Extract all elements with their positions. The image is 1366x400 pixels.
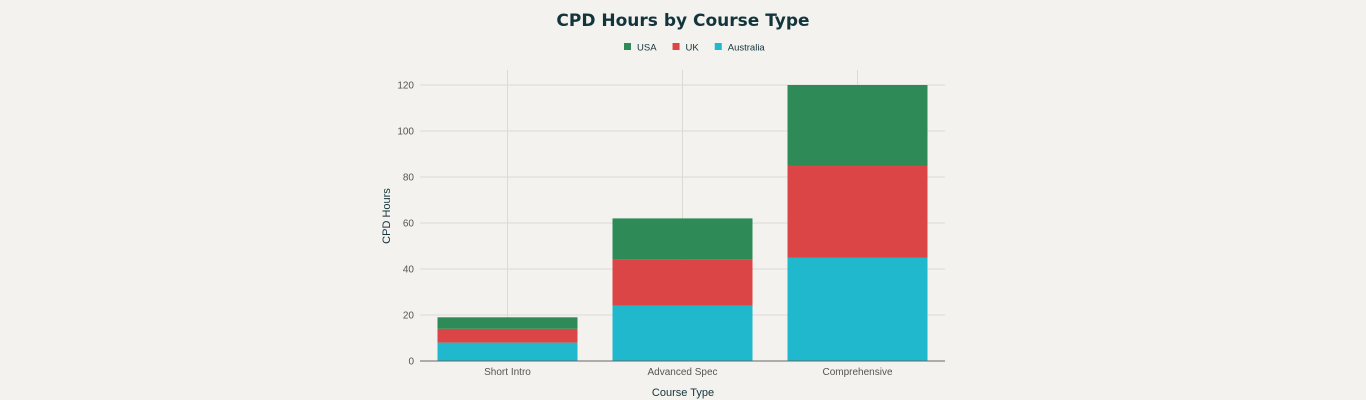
legend-label-uk[interactable]: UK [686, 43, 700, 54]
bar-uk-advanced-spec [612, 259, 753, 306]
axes: 0 20 40 60 80 100 120 Short Intro Advanced Spec C… [397, 81, 945, 378]
x-axis-label: Course Type [652, 387, 714, 399]
y-tick-label: 40 [403, 265, 415, 276]
y-tick-label: 80 [403, 173, 415, 184]
y-tick-label: 100 [397, 127, 414, 138]
bar-australia-short-intro [437, 342, 578, 361]
bar-uk-comprehensive [787, 165, 928, 258]
bar-usa-comprehensive [787, 85, 928, 166]
y-axis-label: CPD Hours [381, 188, 393, 244]
bar-usa-short-intro [437, 317, 578, 329]
y-tick-label: 20 [403, 311, 415, 322]
x-tick-label: Advanced Spec [647, 367, 717, 378]
bar-australia-comprehensive [787, 257, 928, 361]
legend-label-australia[interactable]: Australia [728, 43, 766, 54]
bars [437, 85, 928, 361]
y-tick-label: 0 [408, 357, 414, 368]
y-tick-label: 120 [397, 81, 414, 92]
legend-swatch-usa [624, 43, 631, 50]
x-tick-label: Comprehensive [822, 367, 892, 378]
legend-label-usa[interactable]: USA [637, 43, 657, 54]
x-tick-label: Short Intro [484, 367, 531, 378]
bar-usa-advanced-spec [612, 218, 753, 260]
bar-uk-short-intro [437, 328, 578, 343]
y-tick-label: 60 [403, 219, 415, 230]
bar-australia-advanced-spec [612, 305, 753, 361]
legend-swatch-australia [714, 43, 722, 50]
legend: USA UK Australia [624, 43, 765, 54]
chart-title: CPD Hours by Course Type [556, 11, 809, 31]
legend-swatch-uk [672, 43, 680, 50]
